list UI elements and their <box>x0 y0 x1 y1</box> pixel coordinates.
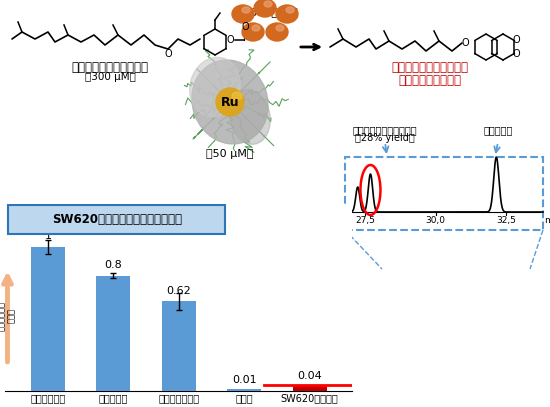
FancyBboxPatch shape <box>345 157 543 230</box>
Ellipse shape <box>242 23 264 41</box>
Ellipse shape <box>242 7 250 13</box>
FancyBboxPatch shape <box>8 205 225 234</box>
Text: 27,5: 27,5 <box>355 216 375 225</box>
Ellipse shape <box>190 57 240 117</box>
Text: O: O <box>462 38 470 48</box>
Ellipse shape <box>216 88 244 116</box>
Text: 0.62: 0.62 <box>166 286 191 295</box>
Bar <box>293 385 327 391</box>
Text: 0.01: 0.01 <box>232 375 256 385</box>
Text: （強い抗がん活性）: （強い抗がん活性） <box>399 74 461 87</box>
Text: O: O <box>241 22 249 32</box>
Ellipse shape <box>230 90 270 144</box>
Ellipse shape <box>254 0 276 17</box>
Text: 開環前駆体: 開環前駆体 <box>483 125 513 135</box>
Text: min: min <box>544 216 550 225</box>
Ellipse shape <box>266 23 288 41</box>
Text: 開環前駆体（活性なし）: 開環前駆体（活性なし） <box>72 61 148 74</box>
Ellipse shape <box>276 5 298 23</box>
Text: O: O <box>226 35 234 45</box>
Text: ウンベリプレニン天然物: ウンベリプレニン天然物 <box>353 125 417 135</box>
Text: 0.04: 0.04 <box>297 371 322 381</box>
Ellipse shape <box>252 25 260 31</box>
Bar <box>96 276 130 391</box>
Text: O: O <box>512 49 520 59</box>
Bar <box>31 247 65 391</box>
Text: 1: 1 <box>45 231 52 241</box>
Ellipse shape <box>264 1 272 7</box>
Text: SW620がん細胞への細胞障害活性: SW620がん細胞への細胞障害活性 <box>52 213 182 226</box>
Ellipse shape <box>286 7 294 13</box>
Bar <box>162 302 196 391</box>
Text: O: O <box>512 35 520 45</box>
Text: ウンベリプレニン天然物: ウンベリプレニン天然物 <box>392 61 469 74</box>
Text: 30,0: 30,0 <box>426 216 446 225</box>
Text: Ru: Ru <box>221 96 239 109</box>
Text: （50 μM）: （50 μM） <box>206 149 254 159</box>
Ellipse shape <box>232 92 242 100</box>
Text: 32,5: 32,5 <box>496 216 516 225</box>
Text: （28% yield）: （28% yield） <box>355 133 415 143</box>
Ellipse shape <box>192 60 268 144</box>
Ellipse shape <box>276 25 284 31</box>
Text: O: O <box>164 49 172 59</box>
Text: （300 μM）: （300 μM） <box>85 72 135 82</box>
Text: 0.8: 0.8 <box>104 260 122 270</box>
Bar <box>227 389 261 391</box>
Text: 細胞の生存率
が高い: 細胞の生存率 が高い <box>0 301 16 331</box>
Text: SW620がん細胞: SW620がん細胞 <box>232 7 298 17</box>
Ellipse shape <box>232 5 254 23</box>
